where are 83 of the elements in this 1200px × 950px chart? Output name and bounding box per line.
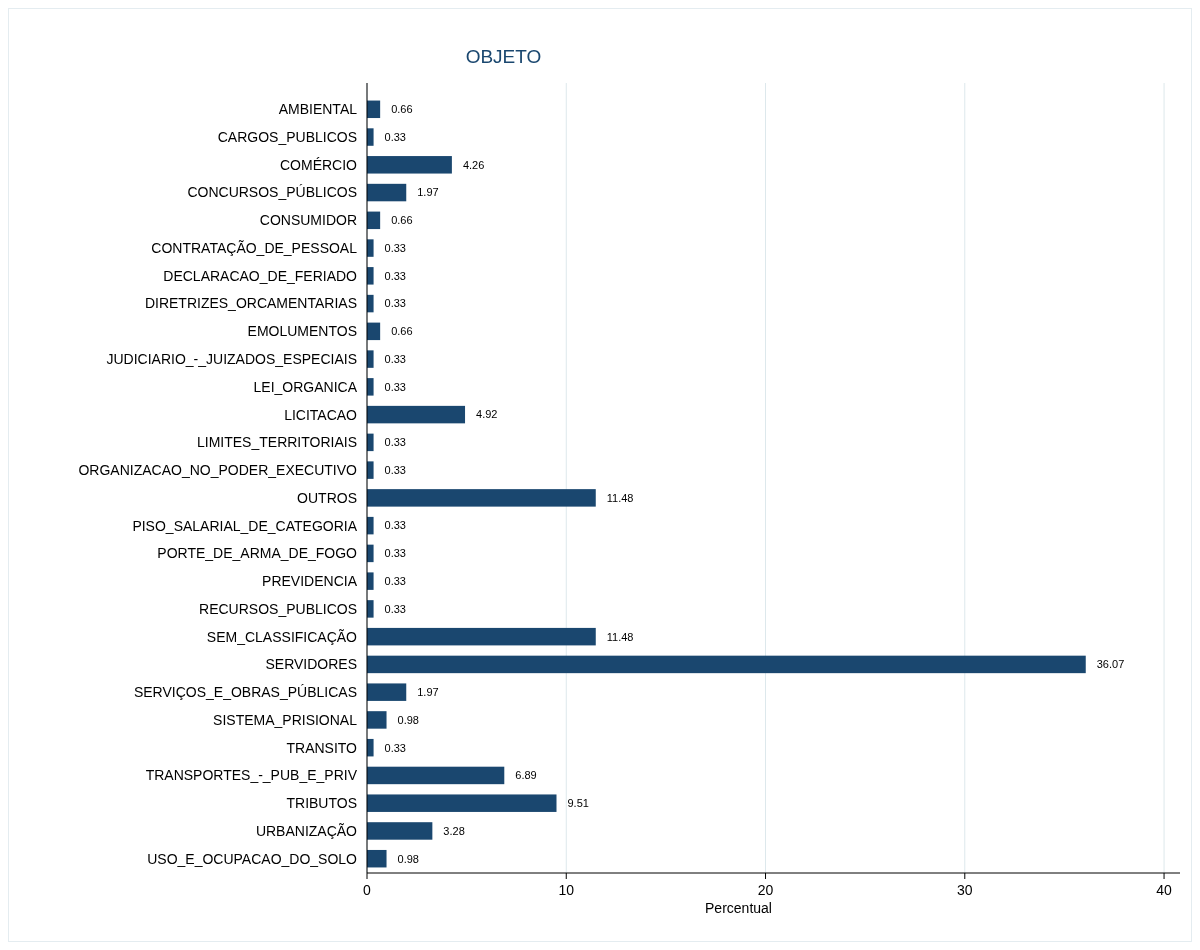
data-label: 0.33: [384, 269, 406, 282]
bar: [367, 711, 387, 729]
y-tick-label: DECLARACAO_DE_FERIADO: [163, 267, 358, 284]
y-tick-label: PREVIDENCIA: [262, 573, 358, 590]
bar: [367, 572, 374, 590]
chart-title: OBJETO: [465, 46, 542, 67]
data-label: 1.97: [417, 686, 439, 699]
y-tick-label: TRANSPORTES_-_PUB_E_PRIV: [145, 767, 358, 784]
bar: [367, 794, 557, 812]
bar: [367, 627, 596, 646]
y-tick-label: TRANSITO: [286, 739, 358, 756]
data-label: 0.66: [391, 214, 413, 227]
data-label: 11.48: [606, 491, 634, 504]
x-tick-label: 10: [558, 882, 575, 898]
data-label: 11.48: [606, 630, 634, 643]
y-tick-label: DIRETRIZES_ORCAMENTARIAS: [144, 295, 357, 312]
data-label: 0.33: [384, 519, 406, 532]
y-tick-label: SISTEMA_PRISIONAL: [213, 711, 358, 728]
y-tick-label: LIMITES_TERRITORIAIS: [197, 434, 357, 451]
x-tick-label: 30: [957, 882, 973, 898]
y-tick-label: ORGANIZACAO_NO_PODER_EXECUTIVO: [78, 462, 358, 479]
y-tick-label: SERVIDORES: [265, 656, 357, 673]
y-tick-label: CARGOS_PUBLICOS: [217, 128, 357, 145]
bar: [367, 378, 374, 396]
data-label: 0.33: [384, 741, 406, 754]
bar: [367, 267, 374, 285]
bar: [367, 766, 505, 785]
y-tick-label: PISO_SALARIAL_DE_CATEGORIA: [132, 517, 358, 534]
y-tick-label: LEI_ORGANICA: [253, 378, 358, 395]
bar: [367, 128, 374, 146]
data-label: 0.33: [384, 380, 406, 393]
y-tick-label: EMOLUMENTOS: [247, 323, 357, 340]
y-tick-label: CONTRATAÇÃO_DE_PESSOAL: [151, 239, 358, 256]
data-label: 9.51: [567, 797, 589, 810]
bar: [367, 156, 452, 174]
data-label: 1.97: [417, 186, 439, 199]
data-label: 0.66: [391, 103, 413, 116]
bar: [367, 461, 374, 479]
x-tick-label: 20: [757, 882, 774, 898]
data-label: 0.33: [384, 547, 406, 560]
y-tick-label: COMÉRCIO: [280, 156, 358, 173]
data-label: 36.07: [1096, 658, 1125, 671]
bar: [367, 183, 407, 202]
data-label: 6.89: [515, 769, 537, 782]
y-tick-label: SEM_CLASSIFICAÇÃO: [206, 628, 358, 645]
bar: [367, 239, 374, 257]
data-label: 0.98: [397, 852, 419, 865]
y-tick-label: RECURSOS_PUBLICOS: [199, 600, 357, 617]
bar: [367, 350, 374, 368]
data-label: 0.33: [384, 130, 406, 143]
data-label: 0.33: [384, 602, 406, 615]
data-label: 0.66: [391, 325, 413, 338]
y-tick-label: USO_E_OCUPACAO_DO_SOLO: [147, 850, 358, 867]
y-tick-label: CONSUMIDOR: [259, 212, 357, 229]
x-tick-label: 40: [1156, 882, 1173, 898]
data-label: 3.28: [443, 824, 465, 837]
y-tick-label: CONCURSOS_PÚBLICOS: [187, 184, 357, 201]
data-label: 4.92: [476, 408, 498, 421]
y-tick-label: AMBIENTAL: [278, 101, 358, 118]
y-tick-label: URBANIZAÇÃO: [255, 822, 358, 839]
data-label: 0.33: [384, 463, 406, 476]
y-tick-label: LICITACAO: [284, 406, 358, 423]
data-label: 4.26: [462, 158, 485, 171]
bar: [367, 600, 374, 618]
y-tick-label: PORTE_DE_ARMA_DE_FOGO: [157, 545, 358, 562]
data-label: 0.33: [384, 436, 406, 449]
data-label: 0.33: [384, 352, 406, 365]
y-tick-label: SERVIÇOS_E_OBRAS_PÚBLICAS: [133, 684, 357, 701]
bar: [367, 849, 387, 868]
data-label: 0.33: [384, 241, 406, 254]
bar: [367, 405, 466, 424]
bar: [367, 822, 433, 840]
bar: [367, 489, 596, 507]
y-tick-label: JUDICIARIO_-_JUIZADOS_ESPECIAIS: [106, 351, 357, 367]
data-label: 0.33: [384, 575, 406, 587]
y-tick-label: OUTROS: [297, 489, 357, 506]
data-label: 0.98: [397, 713, 419, 726]
y-tick-label: TRIBUTOS: [286, 795, 357, 812]
x-axis-title: Percentual: [705, 900, 772, 916]
bar: [367, 683, 407, 701]
bar: [367, 655, 1086, 674]
data-label: 0.33: [384, 297, 406, 310]
x-tick-label: 0: [363, 882, 372, 898]
